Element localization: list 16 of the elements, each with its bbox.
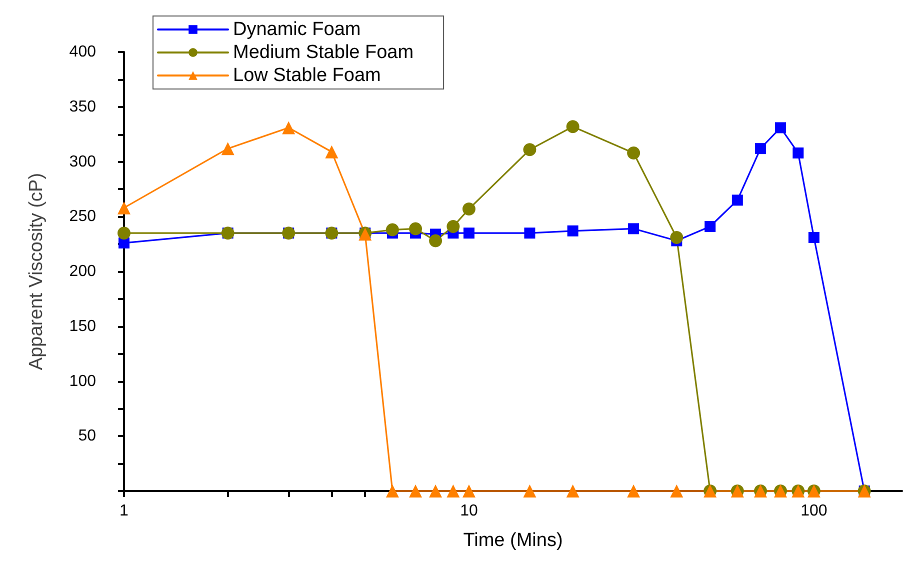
x-tick-label: 1 <box>120 502 129 520</box>
y-tick-label: 150 <box>69 318 96 335</box>
legend-label: Low Stable Foam <box>233 65 381 86</box>
x-tick-label: 10 <box>460 502 478 520</box>
legend-label: Dynamic Foam <box>233 19 361 40</box>
y-axis-title: Apparent Viscosity (cP) <box>26 172 47 370</box>
y-tick-label: 350 <box>69 98 96 116</box>
y-tick-label: 50 <box>78 428 96 445</box>
y-tick-label: 400 <box>69 44 96 60</box>
x-axis-title: Time (Mins) <box>463 530 563 551</box>
y-tick-label: 250 <box>69 208 96 226</box>
y-tick-label: 100 <box>69 372 96 390</box>
y-tick-label: 300 <box>69 153 96 170</box>
x-tick-label: 100 <box>800 502 828 520</box>
legend-label: Medium Stable Foam <box>233 42 414 63</box>
y-tick-label: 200 <box>69 263 96 280</box>
